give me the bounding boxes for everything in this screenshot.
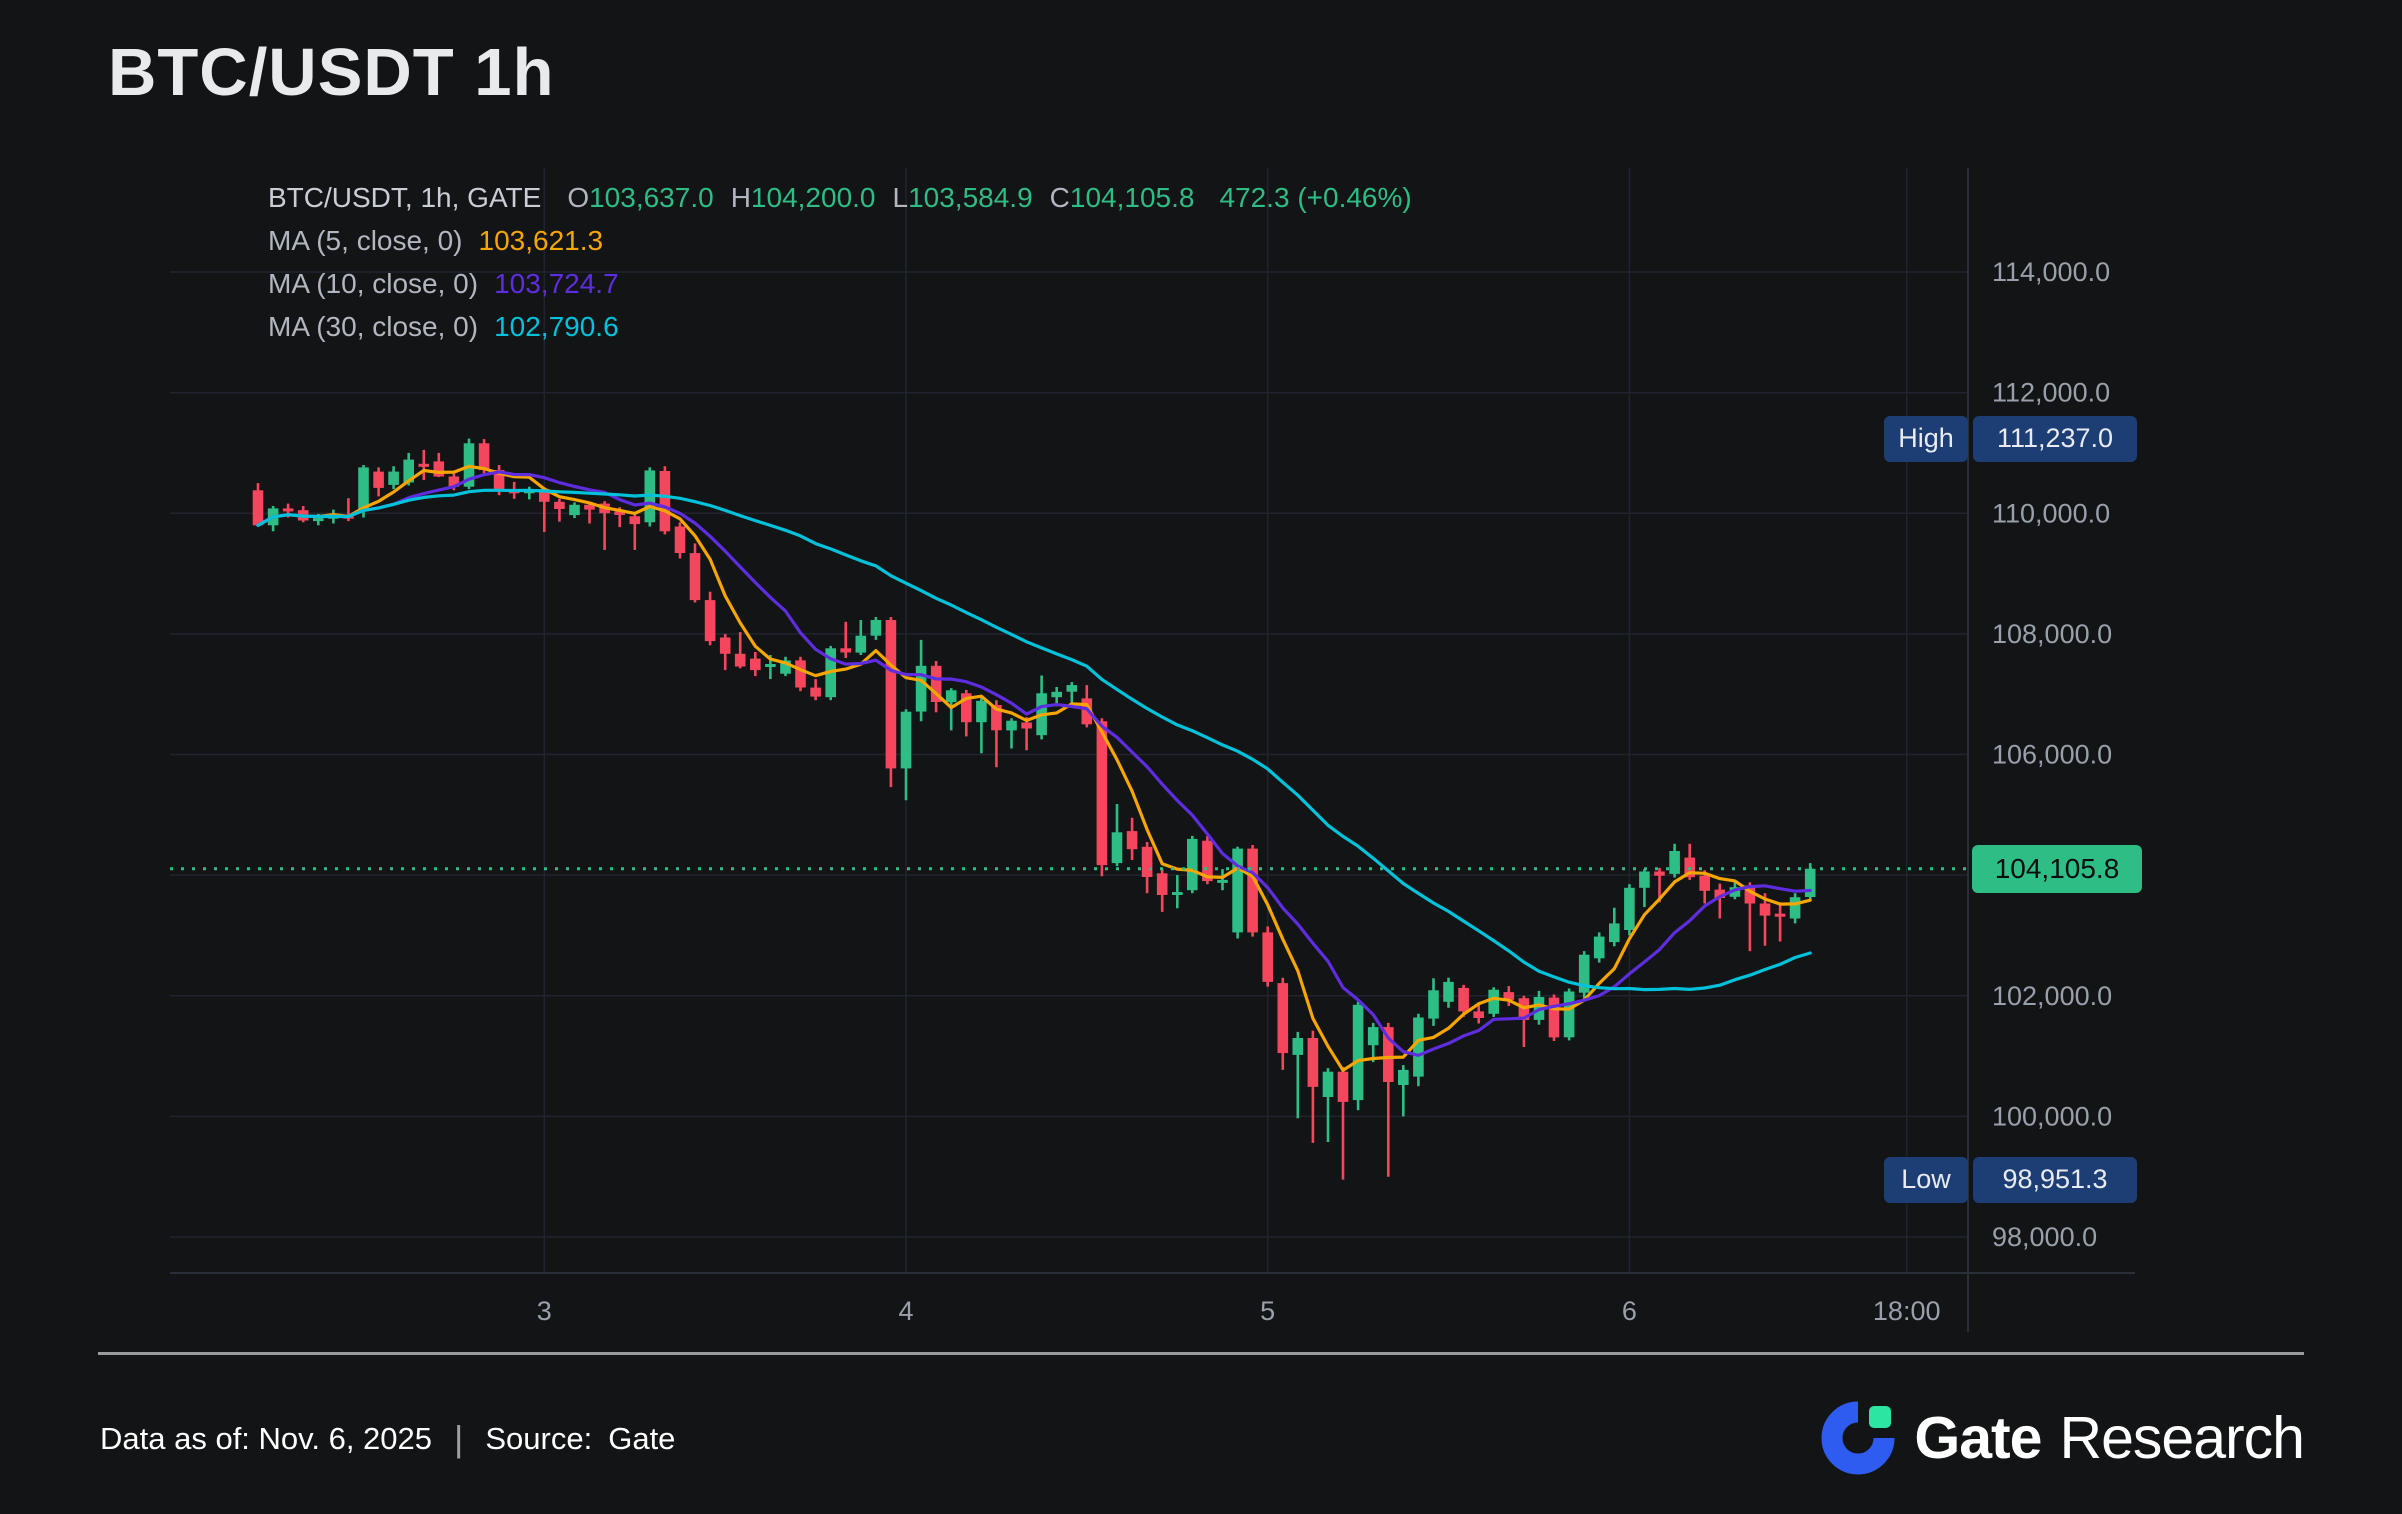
open-value: 103,637.0 [589,181,714,213]
svg-text:108,000.0: 108,000.0 [1992,619,2112,649]
svg-text:98,000.0: 98,000.0 [1992,1222,2097,1252]
svg-text:100,000.0: 100,000.0 [1992,1101,2112,1131]
last-price-badge: 104,105.8 [1972,844,2142,893]
close-label: C [1049,181,1070,213]
ma10-legend-row: MA (10, close, 0) 103,724.7 [268,262,1429,305]
svg-text:114,000.0: 114,000.0 [1992,257,2110,287]
footer: Data as of: Nov. 6, 2025 | Source: Gate [100,1418,675,1460]
source-label: Source: [485,1421,593,1456]
ma5-legend-row: MA (5, close, 0) 103,621.3 [268,219,1429,262]
svg-text:6: 6 [1622,1296,1637,1326]
ma30-value: 102,790.6 [494,310,619,342]
ma30-label: MA (30, close, 0) [268,310,479,342]
ma30-legend-row: MA (30, close, 0) 102,790.6 [268,305,1429,348]
high-label: H [730,181,751,213]
gate-logo-icon [1821,1401,1895,1475]
ohlc-legend-row: BTC/USDT, 1h, GATE O 103,637.0 H 104,200.0… [268,176,1429,219]
source-value: Gate [608,1421,676,1456]
ma5-value: 103,621.3 [478,224,604,256]
svg-text:18:00: 18:00 [1873,1296,1941,1326]
ma5-label: MA (5, close, 0) [268,224,463,256]
low-label: L [892,181,909,213]
svg-text:3: 3 [537,1296,552,1326]
svg-text:112,000.0: 112,000.0 [1992,378,2110,408]
svg-text:110,000.0: 110,000.0 [1992,498,2110,528]
data-as-of-label: Data as of: Nov. 6, 2025 [100,1421,433,1456]
low-badge-value: 98,951.3 [1973,1156,2137,1203]
logo-brand-text: Gate [1914,1405,2042,1471]
svg-text:5: 5 [1260,1296,1275,1326]
low-badge: Low 98,951.3 [1884,1156,2137,1203]
svg-text:102,000.0: 102,000.0 [1992,981,2112,1011]
high-badge-value: 111,237.0 [1973,415,2137,462]
gate-research-logo: Gate Research [1816,1396,2305,1480]
change-value: 472.3 (+0.46%) [1219,181,1412,213]
low-value: 103,584.9 [908,181,1033,213]
svg-text:4: 4 [898,1296,913,1326]
ma10-label: MA (10, close, 0) [268,267,479,299]
logo-product-text: Research [2059,1405,2305,1471]
page-title: BTC/USDT 1h [108,35,555,110]
svg-text:106,000.0: 106,000.0 [1992,740,2112,770]
high-badge-label: High [1884,415,1968,462]
high-value: 104,200.0 [750,181,876,213]
ma10-value: 103,724.7 [494,267,619,299]
footer-separator: | [454,1418,464,1459]
high-badge: High 111,237.0 [1884,415,2137,462]
close-value: 104,105.8 [1069,181,1195,213]
open-label: O [567,181,590,213]
chart-legend: BTC/USDT, 1h, GATE O 103,637.0 H 104,200.0… [268,176,1429,348]
low-badge-label: Low [1884,1156,1968,1203]
footer-divider [98,1352,2304,1355]
symbol-label: BTC/USDT, 1h, GATE [268,181,542,213]
